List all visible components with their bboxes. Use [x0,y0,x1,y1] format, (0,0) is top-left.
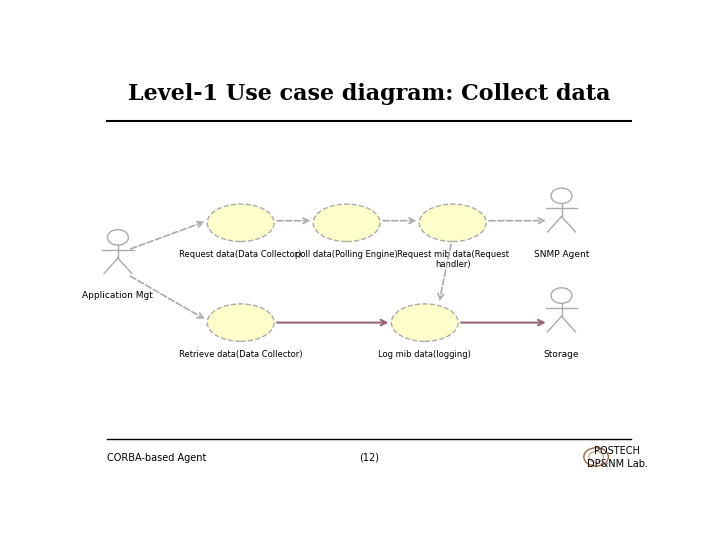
Text: Application Mgt: Application Mgt [83,292,153,300]
Text: Request data(Data Collector): Request data(Data Collector) [179,250,302,259]
Ellipse shape [392,304,459,341]
Text: POSTECH
DP&NM Lab.: POSTECH DP&NM Lab. [587,446,648,469]
Text: (12): (12) [359,453,379,463]
Text: Retrieve data(Data Collector): Retrieve data(Data Collector) [179,349,302,359]
Text: SNMP Agent: SNMP Agent [534,250,589,259]
Ellipse shape [207,204,274,241]
Text: Level-1 Use case diagram: Collect data: Level-1 Use case diagram: Collect data [127,83,611,105]
Text: Request mib data(Request
handler): Request mib data(Request handler) [397,250,509,269]
Text: poll data(Polling Engine): poll data(Polling Engine) [295,250,398,259]
Ellipse shape [419,204,486,241]
Ellipse shape [207,304,274,341]
Text: CORBA-based Agent: CORBA-based Agent [107,453,206,463]
Text: Storage: Storage [544,349,580,359]
Text: Log mib data(logging): Log mib data(logging) [379,349,471,359]
Ellipse shape [313,204,380,241]
